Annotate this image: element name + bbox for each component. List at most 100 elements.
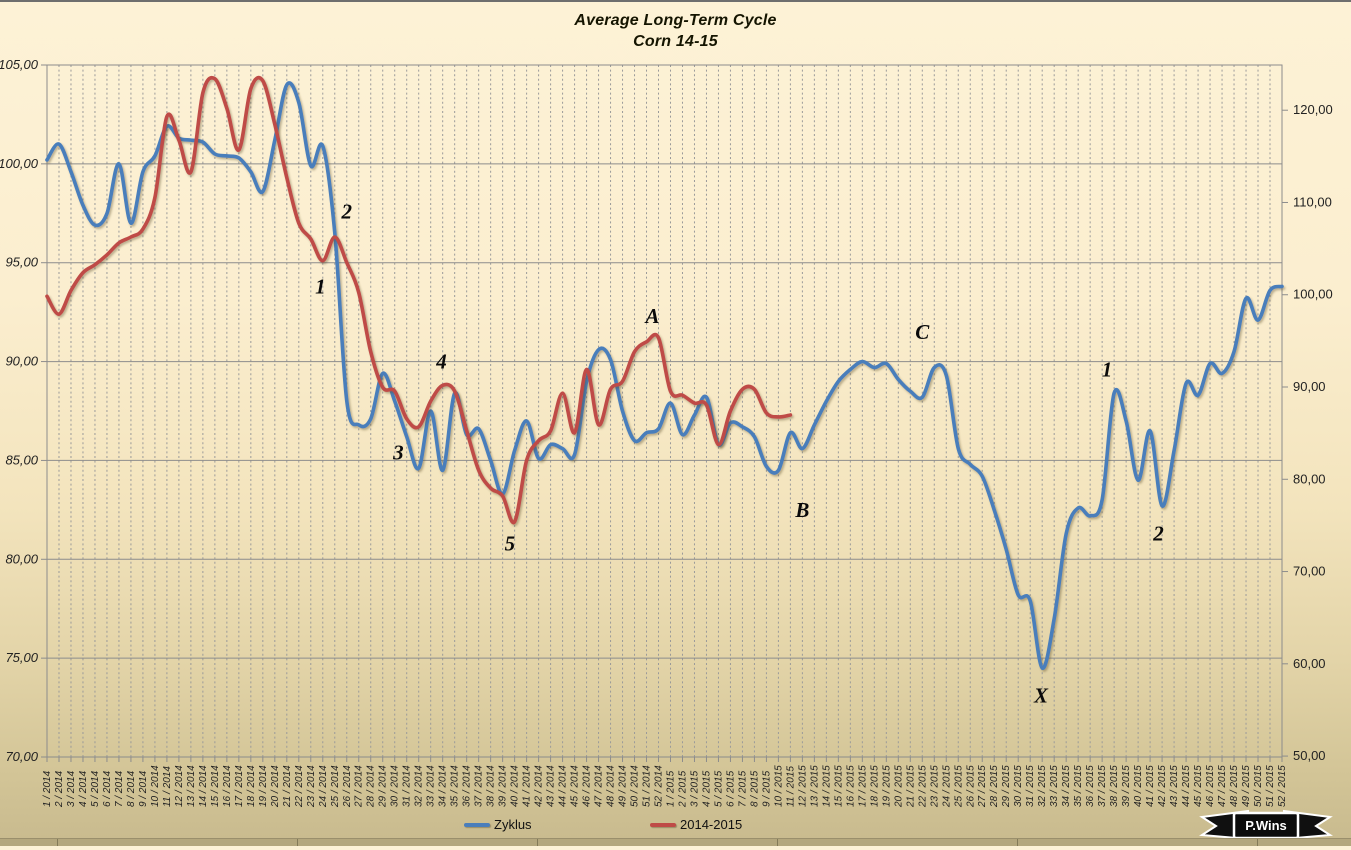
x-axis-week-label: 6 / 2014 — [102, 770, 113, 807]
wave-annotation-3: 3 — [392, 441, 404, 465]
x-axis-week-label: 48 / 2015 — [1229, 765, 1240, 807]
x-axis-week-label: 45 / 2015 — [1193, 765, 1204, 807]
x-axis-week-label: 1 / 2014 — [42, 770, 53, 807]
right-axis-tick: 90,00 — [1293, 379, 1326, 394]
x-axis-week-label: 37 / 2014 — [474, 765, 485, 807]
x-axis-week-label: 33 / 2015 — [1049, 765, 1060, 807]
chart-title-line2: Corn 14-15 — [633, 33, 718, 50]
x-axis-week-label: 5 / 2014 — [90, 770, 101, 807]
x-axis-week-label: 28 / 2014 — [366, 765, 377, 808]
x-axis-week-label: 35 / 2015 — [1073, 765, 1084, 807]
x-axis-week-label: 17 / 2015 — [857, 765, 868, 807]
x-axis-week-label: 2 / 2014 — [54, 770, 65, 808]
right-axis-tick: 70,00 — [1293, 564, 1326, 579]
x-axis-week-label: 13 / 2014 — [186, 765, 197, 807]
x-axis-week-label: 27 / 2014 — [354, 765, 365, 808]
legend-item-2014-2015[interactable]: 2014-2015 — [650, 817, 742, 832]
wave-annotation-1: 1 — [315, 274, 326, 298]
x-axis-week-label: 24 / 2014 — [318, 765, 329, 808]
x-axis-week-label: 27 / 2015 — [977, 765, 988, 808]
x-axis-week-label: 19 / 2014 — [258, 765, 269, 807]
left-axis-tick: 75,00 — [5, 650, 38, 665]
series-2014-2015-line-swatch — [650, 822, 676, 827]
x-axis-week-label: 11 / 2015 — [785, 766, 796, 807]
x-axis-week-label: 8 / 2015 — [749, 770, 760, 807]
wave-annotation-x: X — [1033, 684, 1049, 708]
x-axis-week-label: 29 / 2015 — [1001, 765, 1012, 808]
x-axis-week-label: 50 / 2015 — [1253, 765, 1264, 807]
x-axis-week-label: 2 / 2015 — [677, 770, 688, 808]
x-axis-week-label: 47 / 2014 — [594, 765, 605, 807]
x-axis-week-label: 4 / 2014 — [78, 770, 89, 807]
x-axis-week-label: 32 / 2015 — [1037, 765, 1048, 807]
x-axis-week-label: 36 / 2014 — [462, 765, 473, 807]
series-line-zyklus — [45, 81, 1284, 670]
x-axis-week-label: 15 / 2014 — [210, 765, 221, 807]
x-axis-week-label: 49 / 2014 — [618, 765, 629, 807]
wave-annotation-2: 2 — [341, 199, 353, 223]
x-axis-week-label: 26 / 2014 — [342, 765, 353, 808]
left-axis-tick: 90,00 — [5, 354, 38, 369]
right-axis-tick: 60,00 — [1293, 656, 1326, 671]
x-axis-week-label: 16 / 2015 — [845, 765, 856, 807]
x-axis-week-label: 30 / 2014 — [390, 765, 401, 807]
x-axis-week-label: 12 / 2014 — [174, 765, 185, 807]
x-axis-week-label: 39 / 2014 — [498, 765, 509, 807]
x-axis-week-label: 22 / 2015 — [917, 765, 928, 808]
legend-item-zyklus[interactable]: Zyklus — [464, 817, 532, 832]
x-axis-week-label: 15 / 2015 — [833, 765, 844, 807]
chart-title: Average Long-Term Cycle Corn 14-15 — [0, 10, 1351, 52]
x-axis-week-label: 31 / 2015 — [1025, 765, 1036, 807]
x-axis-week-label: 34 / 2015 — [1061, 765, 1072, 807]
x-axis-week-label: 30 / 2015 — [1013, 765, 1024, 807]
x-axis-week-label: 8 / 2014 — [126, 770, 137, 807]
right-axis-tick: 80,00 — [1293, 471, 1326, 486]
x-axis-week-label: 17 / 2014 — [234, 765, 245, 807]
legend-label-zyklus: Zyklus — [494, 817, 532, 832]
pwins-label: P.Wins — [1245, 818, 1287, 833]
wave-annotation-1: 1 — [1102, 357, 1113, 381]
sheet-bottom-edge — [0, 838, 1351, 846]
wave-annotation-5: 5 — [505, 531, 516, 555]
x-axis-week-label: 13 / 2015 — [809, 765, 820, 807]
x-axis-week-label: 46 / 2014 — [582, 765, 593, 807]
x-axis-week-label: 3 / 2015 — [689, 770, 700, 807]
wave-annotation-c: C — [915, 320, 930, 344]
x-axis-week-label: 14 / 2014 — [198, 765, 209, 807]
x-axis-week-label: 50 / 2014 — [630, 765, 641, 807]
x-axis-week-label: 51 / 2014 — [642, 765, 653, 807]
chart-legend: Zyklus 2014-2015 — [0, 817, 1351, 837]
x-axis-week-label: 33 / 2014 — [426, 765, 437, 807]
x-axis-week-label: 12 / 2015 — [797, 765, 808, 807]
x-axis-week-label: 28 / 2015 — [989, 765, 1000, 808]
x-axis-week-label: 5 / 2015 — [713, 770, 724, 807]
x-axis-week-label: 52 / 2014 — [654, 765, 665, 807]
x-axis-week-label: 9 / 2014 — [138, 770, 149, 807]
x-axis-week-label: 10 / 2014 — [150, 765, 161, 807]
x-axis-week-label: 37 / 2015 — [1097, 765, 1108, 807]
x-axis-week-label: 18 / 2015 — [869, 765, 880, 807]
right-axis-tick: 120,00 — [1293, 102, 1333, 117]
x-axis-week-label: 20 / 2015 — [893, 765, 904, 808]
right-axis-tick: 110,00 — [1293, 194, 1332, 209]
x-axis-week-label: 4 / 2015 — [701, 770, 712, 807]
x-axis-week-label: 14 / 2015 — [821, 765, 832, 807]
x-axis-week-label: 36 / 2015 — [1085, 765, 1096, 807]
left-axis-tick: 80,00 — [5, 551, 38, 566]
x-axis-week-label: 23 / 2014 — [306, 765, 317, 808]
x-axis-week-label: 40 / 2014 — [510, 765, 521, 807]
wave-annotation-a: A — [644, 304, 660, 328]
wave-annotation-2: 2 — [1152, 522, 1164, 546]
x-axis-week-label: 10 / 2015 — [773, 765, 784, 807]
x-axis-week-label: 25 / 2014 — [330, 765, 341, 808]
legend-label-2014-2015: 2014-2015 — [680, 817, 743, 832]
left-axis-tick: 105,00 — [0, 57, 39, 72]
x-axis-week-label: 7 / 2014 — [114, 770, 125, 807]
x-axis-week-label: 38 / 2015 — [1109, 765, 1120, 807]
x-axis-week-label: 38 / 2014 — [486, 765, 497, 807]
x-axis-week-label: 29 / 2014 — [378, 765, 389, 808]
x-axis-week-label: 48 / 2014 — [606, 765, 617, 807]
x-axis-week-label: 40 / 2015 — [1133, 765, 1144, 807]
